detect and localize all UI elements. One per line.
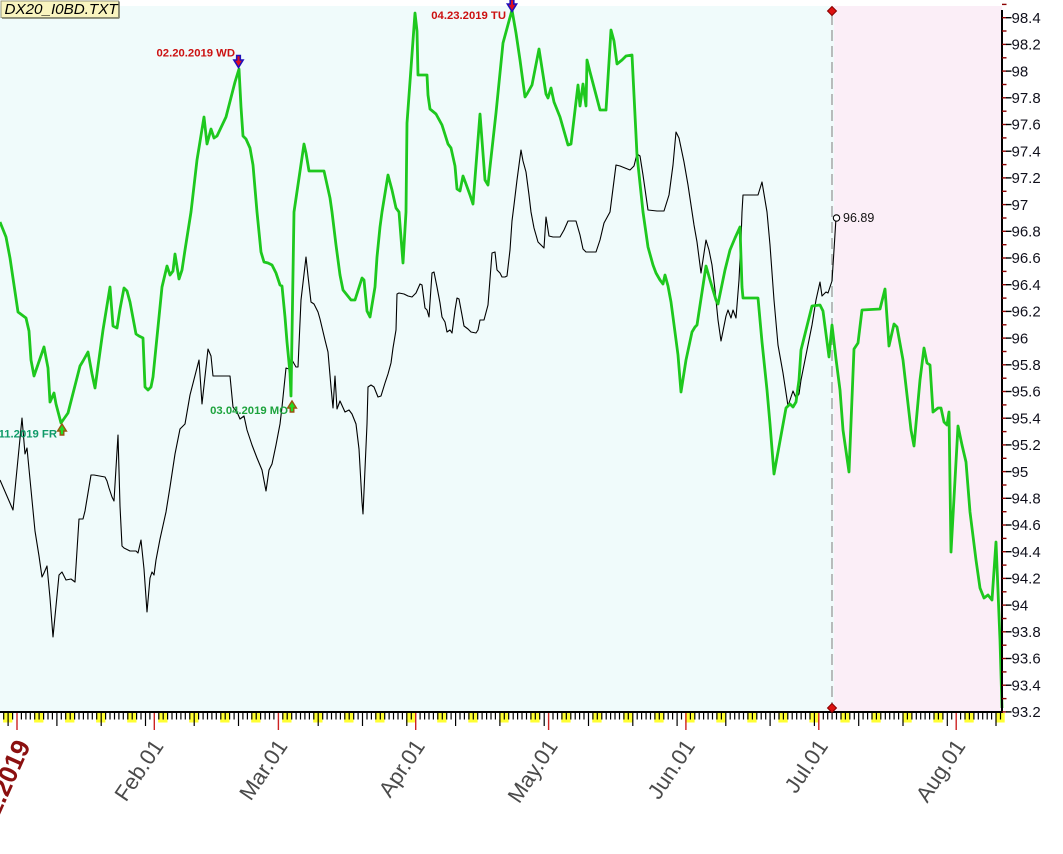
svg-text:03.04.2019 MO: 03.04.2019 MO [210, 405, 288, 417]
svg-text:96.8: 96.8 [1012, 224, 1041, 241]
svg-text:04.23.2019 TU: 04.23.2019 TU [431, 10, 506, 22]
svg-text:96.2: 96.2 [1012, 304, 1041, 321]
svg-text:96.89: 96.89 [843, 211, 874, 225]
svg-text:01.11.2019 FR: 01.11.2019 FR [0, 429, 57, 441]
svg-text:97: 97 [1012, 197, 1029, 214]
svg-text:94.8: 94.8 [1012, 491, 1041, 508]
svg-text:93.2: 93.2 [1012, 704, 1041, 721]
svg-text:97.2: 97.2 [1012, 170, 1041, 187]
svg-text:93.6: 93.6 [1012, 651, 1041, 668]
svg-text:96.4: 96.4 [1012, 277, 1041, 294]
svg-text:94.6: 94.6 [1012, 517, 1041, 534]
svg-text:95.4: 95.4 [1012, 410, 1041, 427]
svg-text:DX20_I0BD.TXT: DX20_I0BD.TXT [5, 1, 120, 18]
svg-text:93.4: 93.4 [1012, 677, 1041, 694]
svg-text:02.20.2019 WD: 02.20.2019 WD [157, 48, 236, 60]
svg-text:97.8: 97.8 [1012, 90, 1041, 107]
svg-text:95.6: 95.6 [1012, 384, 1041, 401]
svg-text:96.6: 96.6 [1012, 250, 1041, 267]
svg-text:93.8: 93.8 [1012, 624, 1041, 641]
svg-text:94: 94 [1012, 597, 1029, 614]
svg-text:95: 95 [1012, 464, 1029, 481]
svg-text:94.2: 94.2 [1012, 571, 1041, 588]
svg-text:98: 98 [1012, 63, 1029, 80]
svg-text:95.8: 95.8 [1012, 357, 1041, 374]
svg-text:95.2: 95.2 [1012, 437, 1041, 454]
svg-text:97.4: 97.4 [1012, 143, 1041, 160]
svg-text:96: 96 [1012, 330, 1029, 347]
svg-text:97.6: 97.6 [1012, 117, 1041, 134]
svg-text:94.4: 94.4 [1012, 544, 1041, 561]
svg-text:98.2: 98.2 [1012, 37, 1041, 54]
svg-text:98.4: 98.4 [1012, 10, 1041, 27]
